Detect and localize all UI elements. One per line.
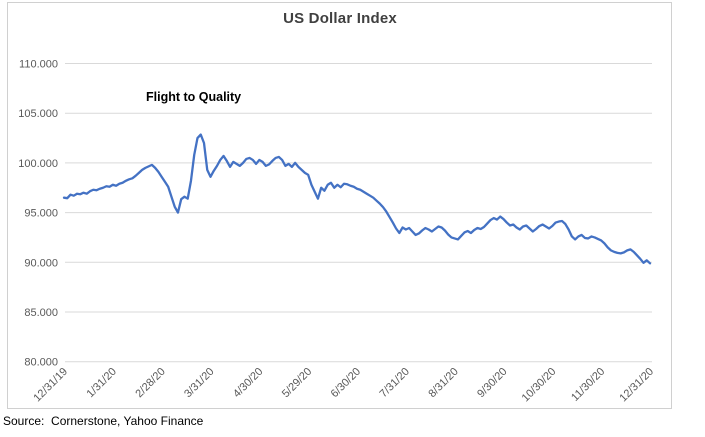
x-axis-tick-label: 2/28/20	[133, 366, 167, 400]
y-axis-tick-label: 80.000	[24, 357, 58, 369]
x-axis-tick-label: 12/31/20	[617, 366, 656, 405]
x-axis-tick-label: 6/30/20	[329, 366, 363, 400]
x-axis-tick-label: 3/31/20	[182, 366, 216, 400]
flight-to-quality-annotation: Flight to Quality	[146, 90, 242, 104]
x-axis-tick-label: 8/31/20	[426, 366, 460, 400]
y-axis-tick-label: 105.000	[18, 108, 58, 120]
y-axis-tick-label: 90.000	[24, 257, 58, 269]
x-axis-tick-label: 4/30/20	[231, 366, 265, 400]
x-axis-tick-label: 7/31/20	[378, 366, 412, 400]
source-note: Source: Cornerstone, Yahoo Finance	[3, 414, 204, 428]
x-axis-tick-label: 5/29/20	[280, 366, 314, 400]
x-axis-tick-label: 9/30/20	[475, 366, 509, 400]
us-dollar-index-series-line	[62, 133, 652, 265]
y-axis-tick-label: 100.000	[18, 158, 58, 170]
y-axis-tick-label: 95.000	[24, 208, 58, 220]
chart-frame	[7, 2, 672, 409]
x-axis-tick-label: 12/31/19	[31, 366, 70, 405]
y-axis-tick-label: 85.000	[24, 307, 58, 319]
x-axis-tick-label: 10/30/20	[520, 366, 559, 405]
x-axis-tick-label: 11/30/20	[569, 366, 607, 404]
x-axis-tick-label: 1/31/20	[85, 366, 119, 400]
y-axis-tick-label: 110.000	[19, 59, 58, 71]
chart-title: US Dollar Index	[283, 10, 397, 27]
